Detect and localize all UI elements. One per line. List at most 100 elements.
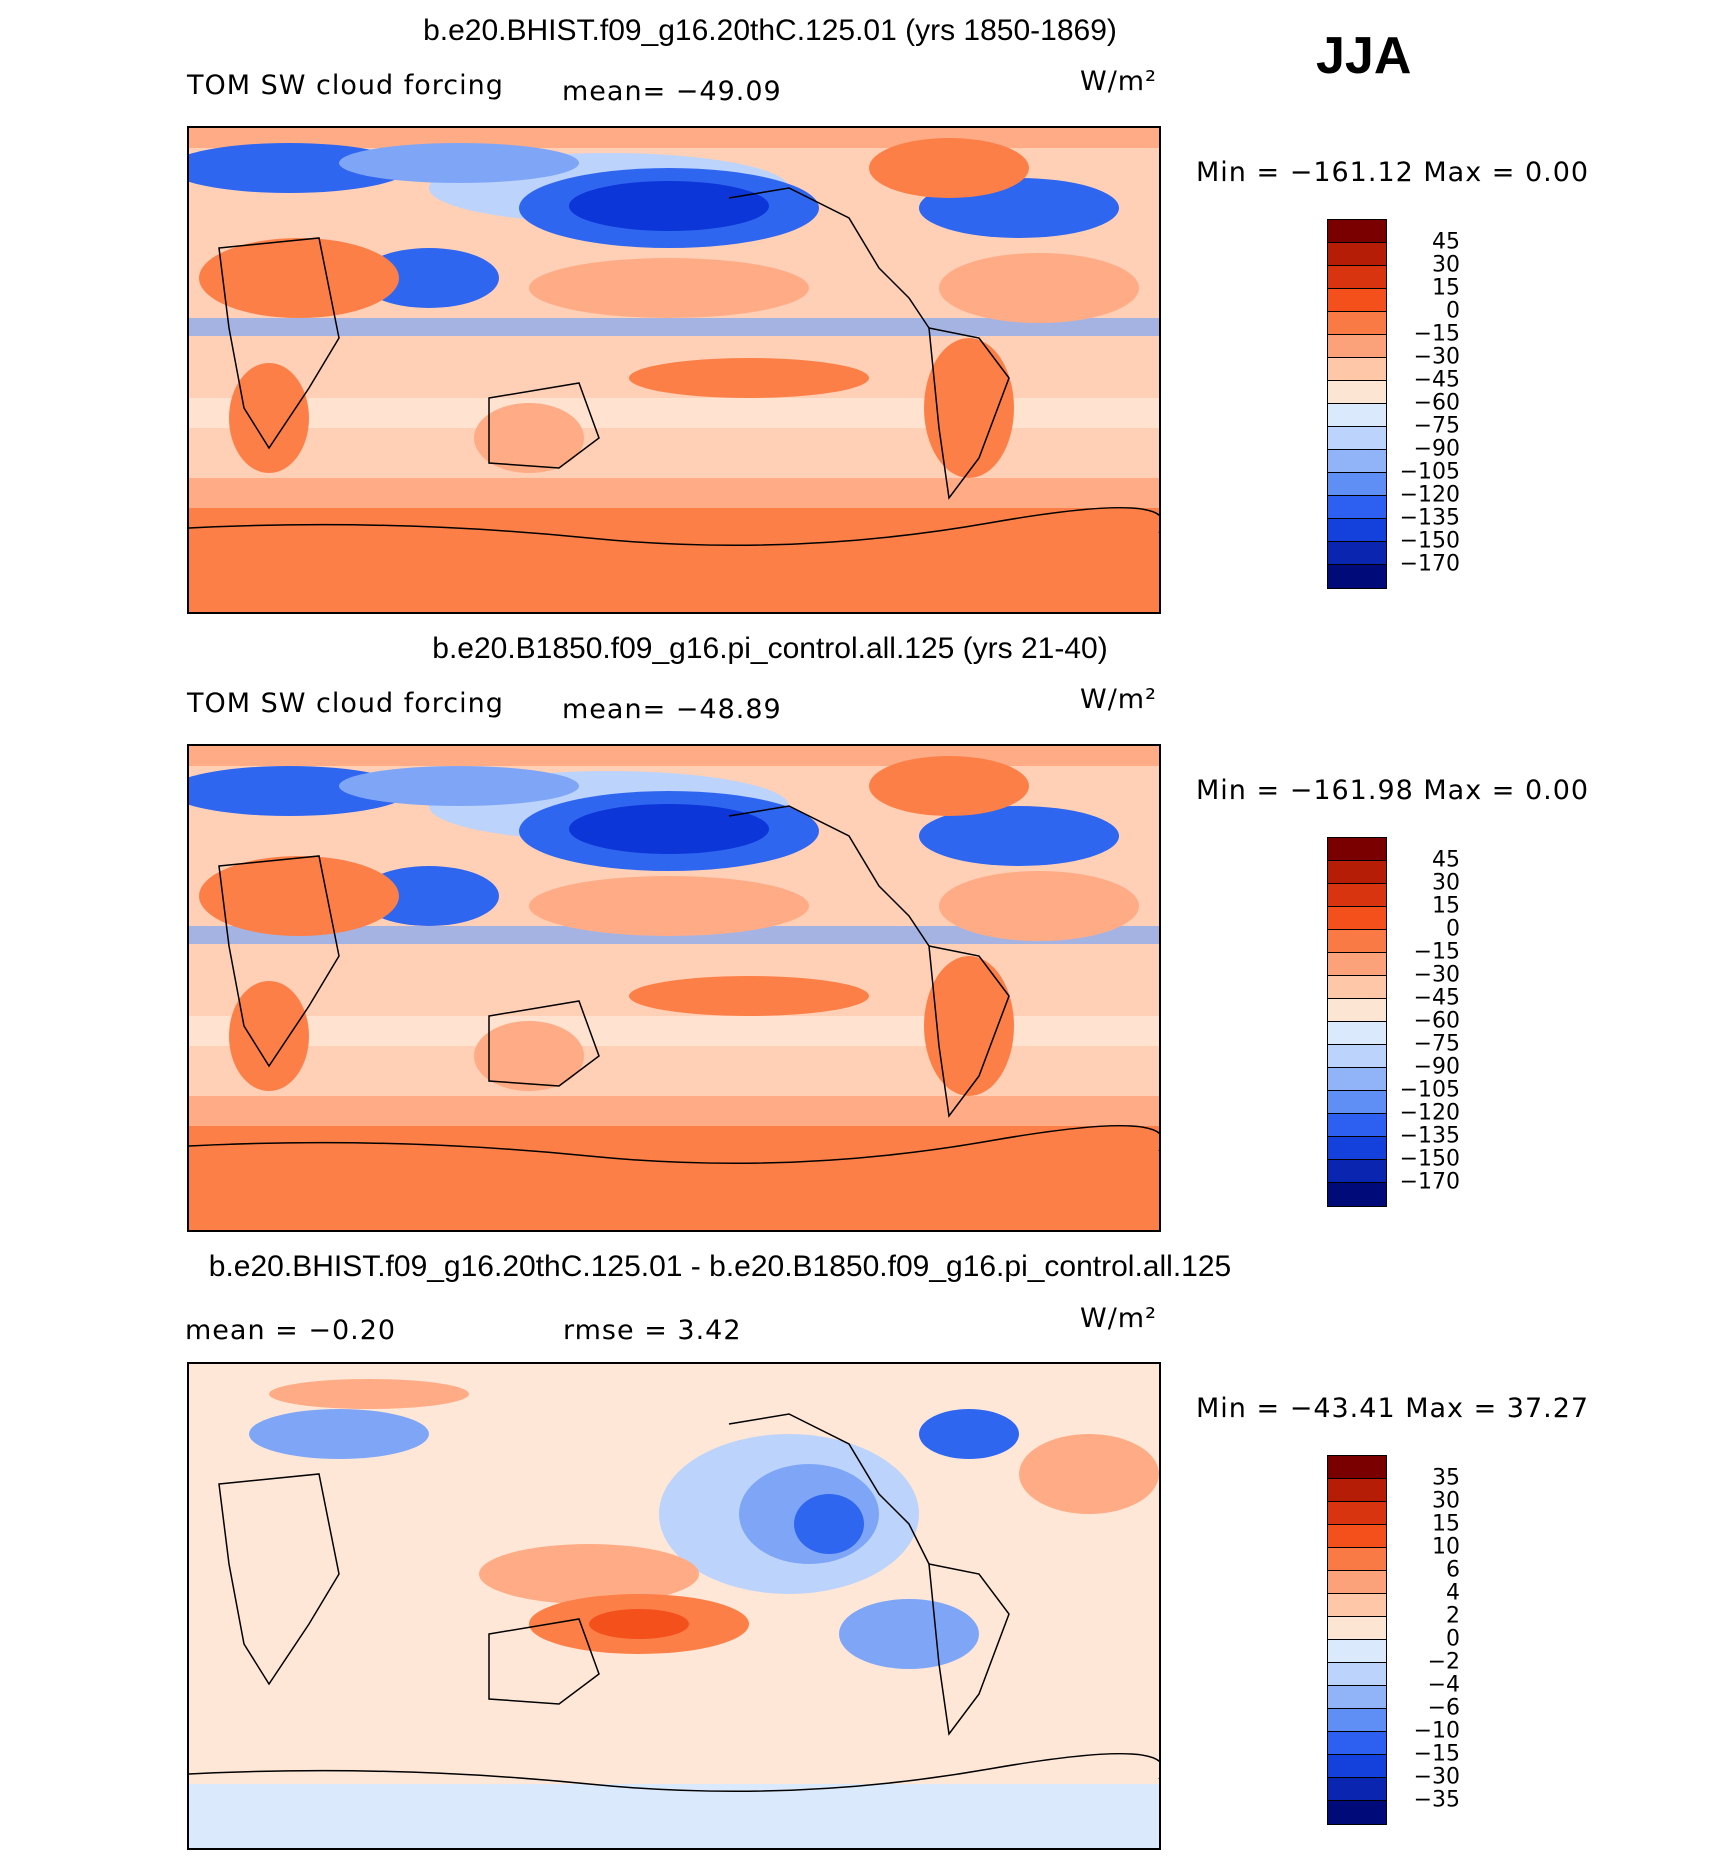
- colorbar-swatch: [1328, 861, 1386, 884]
- colorbar-level-label: 35: [1432, 1465, 1460, 1491]
- panel-1-field: [189, 128, 1159, 612]
- panel-2-map: [187, 744, 1161, 1232]
- colorbar-level-label: −105: [1399, 459, 1460, 485]
- north-pos: [269, 1379, 469, 1409]
- panel-2-field: [189, 746, 1159, 1230]
- south-pacific-high: [629, 358, 869, 398]
- colorbar-level-label: 15: [1432, 893, 1460, 919]
- colorbar-level-label: −15: [1413, 1741, 1460, 1767]
- colorbar-swatch: [1328, 838, 1386, 861]
- monsoon: [359, 866, 499, 926]
- colorbar-level-label: −170: [1399, 1169, 1460, 1195]
- australia-coast: [488, 1000, 600, 1087]
- colorbar-level-label: −150: [1399, 528, 1460, 554]
- colorbar-swatch: [1328, 1548, 1386, 1571]
- panel-2-variable-label: TOM SW cloud forcing: [187, 688, 504, 719]
- colorbar-level-label: 15: [1432, 1511, 1460, 1537]
- colorbar-swatch: [1328, 358, 1386, 381]
- colorbar-swatch: [1328, 1045, 1386, 1068]
- colorbar-swatch: [1328, 1068, 1386, 1091]
- colorbar-level-label: 30: [1432, 252, 1460, 278]
- panel-1-minmax: Min = −161.12 Max = 0.00: [1196, 157, 1590, 188]
- wpac-pos: [479, 1544, 699, 1604]
- africa-coast: [218, 1473, 340, 1686]
- colorbar-level-label: −45: [1413, 367, 1460, 393]
- colorbar-level-label: −105: [1399, 1077, 1460, 1103]
- colorbar-swatch: [1328, 1091, 1386, 1114]
- colorbar-swatch: [1328, 243, 1386, 266]
- panel-3-colorbar: [1327, 1455, 1387, 1825]
- namerica-coast: [728, 1413, 930, 1565]
- atlantic-low: [919, 806, 1119, 866]
- colorbar-swatch: [1328, 1663, 1386, 1686]
- colorbar-swatch: [1328, 450, 1386, 473]
- sahara: [199, 238, 399, 318]
- warm-pool-core: [589, 1609, 689, 1639]
- colorbar-swatch: [1328, 1183, 1386, 1206]
- colorbar-level-label: −120: [1399, 482, 1460, 508]
- namerica-coast: [728, 187, 930, 329]
- colorbar-swatch: [1328, 999, 1386, 1022]
- panel-3-mean: mean = −0.20: [185, 1315, 397, 1346]
- npac-neg-core: [794, 1494, 864, 1554]
- colorbar-level-label: 30: [1432, 1488, 1460, 1514]
- colorbar-swatch: [1328, 1617, 1386, 1640]
- antarctic-coast: [189, 506, 1159, 547]
- panel-2-colorbar: [1327, 837, 1387, 1207]
- samerica-coast: [928, 1563, 1010, 1736]
- colorbar-level-label: −6: [1427, 1695, 1460, 1721]
- panel-1-map: [187, 126, 1161, 614]
- colorbar-swatch: [1328, 1571, 1386, 1594]
- south-america: [924, 338, 1014, 478]
- colorbar-swatch: [1328, 220, 1386, 243]
- panel-1-colorbar: [1327, 219, 1387, 589]
- antarctic-coast: [189, 1124, 1159, 1165]
- colorbar-swatch: [1328, 427, 1386, 450]
- colorbar-level-label: −2: [1427, 1649, 1460, 1675]
- panel-1-units: W/m²: [1080, 66, 1157, 97]
- colorbar-swatch: [1328, 1022, 1386, 1045]
- colorbar-level-label: 0: [1446, 916, 1460, 942]
- colorbar-level-label: −120: [1399, 1100, 1460, 1126]
- panel-1-mean: mean= −49.09: [562, 76, 782, 107]
- arctic-band: [189, 746, 1159, 766]
- colorbar-swatch: [1328, 312, 1386, 335]
- panel-1-colorbar-labels: 45 30 15 0 −15 −30 −45 −60 −75 −90 −105 −120 −135 −15…: [1330, 219, 1460, 601]
- colorbar-swatch: [1328, 1686, 1386, 1709]
- colorbar-level-label: −15: [1413, 321, 1460, 347]
- colorbar-swatch: [1328, 381, 1386, 404]
- antarctic-band: [189, 1126, 1159, 1230]
- colorbar-swatch: [1328, 953, 1386, 976]
- colorbar-swatch: [1328, 1502, 1386, 1525]
- panel-1-title: b.e20.BHIST.f09_g16.20thC.125.01 (yrs 18…: [423, 14, 1117, 47]
- colorbar-level-label: −45: [1413, 985, 1460, 1011]
- itcz: [189, 318, 1159, 336]
- colorbar-level-label: 15: [1432, 275, 1460, 301]
- arctic-neg: [919, 1409, 1019, 1459]
- australia: [474, 403, 584, 473]
- pacific-high: [529, 258, 809, 318]
- siberia-north: [339, 766, 579, 806]
- antarctic-band: [189, 508, 1159, 612]
- panel-2-units: W/m²: [1080, 684, 1157, 715]
- eurasia-neg: [249, 1409, 429, 1459]
- south-africa: [229, 981, 309, 1091]
- south-africa: [229, 363, 309, 473]
- panel-1-variable-label: TOM SW cloud forcing: [187, 70, 504, 101]
- colorbar-swatch: [1328, 496, 1386, 519]
- colorbar-swatch: [1328, 930, 1386, 953]
- greenland: [869, 138, 1029, 198]
- colorbar-swatch: [1328, 335, 1386, 358]
- colorbar-swatch: [1328, 1525, 1386, 1548]
- colorbar-level-label: −30: [1413, 344, 1460, 370]
- namerica-coast: [728, 805, 930, 947]
- colorbar-level-label: −60: [1413, 1008, 1460, 1034]
- antarctic-diff: [189, 1784, 1159, 1848]
- colorbar-swatch: [1328, 907, 1386, 930]
- monsoon: [359, 248, 499, 308]
- panel-3-field: [189, 1364, 1159, 1848]
- colorbar-level-label: 4: [1446, 1580, 1460, 1606]
- colorbar-level-label: 0: [1446, 1626, 1460, 1652]
- panel-3-minmax: Min = −43.41 Max = 37.27: [1196, 1393, 1590, 1424]
- colorbar-level-label: 6: [1446, 1557, 1460, 1583]
